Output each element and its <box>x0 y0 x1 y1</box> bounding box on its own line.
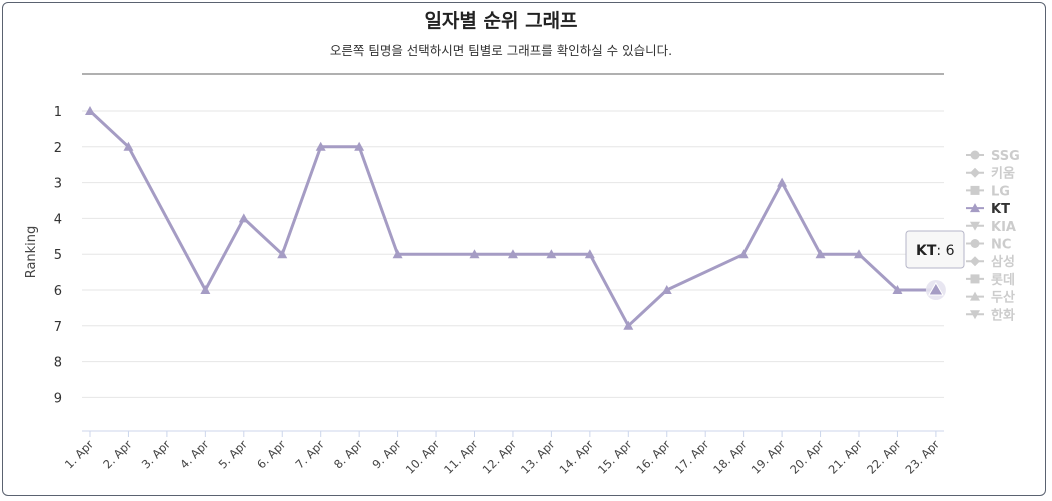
data-point[interactable] <box>777 177 788 187</box>
legend-item[interactable]: 한화 <box>966 307 1015 323</box>
triangle-marker-icon <box>970 203 980 213</box>
data-point[interactable] <box>854 249 864 259</box>
x-tick-label: 3. Apr <box>139 437 174 472</box>
x-tick-label: 15. Apr <box>595 437 635 477</box>
y-tick-label: 3 <box>54 177 62 192</box>
x-tick-label: 11. Apr <box>441 437 481 477</box>
tooltip-series: KT <box>916 243 937 259</box>
tooltip: KT: 6 <box>905 230 965 269</box>
square-marker-icon <box>970 274 980 284</box>
legend-item[interactable]: 롯데 <box>966 273 1015 288</box>
x-tick-label: 18. Apr <box>710 437 750 477</box>
data-point[interactable] <box>584 249 595 259</box>
x-tick-label: 12. Apr <box>480 437 520 477</box>
legend-item[interactable]: 키움 <box>966 166 1015 182</box>
data-point[interactable] <box>928 282 944 296</box>
legend-label: 롯데 <box>991 273 1015 288</box>
x-tick-label: 9. Apr <box>369 437 404 472</box>
series-line <box>88 109 936 328</box>
y-tick-label: 1 <box>54 105 62 120</box>
x-tick-label: 7. Apr <box>293 437 328 472</box>
y-axis-label: Ranking <box>24 226 39 279</box>
x-tick-label: 21. Apr <box>826 437 866 477</box>
legend-label: 한화 <box>991 307 1015 323</box>
legend-label: 키움 <box>991 166 1015 182</box>
y-tick-label: 5 <box>54 248 62 263</box>
data-point[interactable] <box>200 285 211 294</box>
square-marker-icon <box>970 185 980 195</box>
chart-title: 일자별 순위 그래프 <box>424 10 577 32</box>
legend-item[interactable]: NC <box>966 238 1011 253</box>
x-tick-label: 23. Apr <box>903 437 943 477</box>
triangle-marker-icon <box>970 291 980 301</box>
data-point[interactable] <box>354 141 365 151</box>
diamond-marker-icon <box>970 256 980 267</box>
x-tick-label: 8. Apr <box>331 437 366 472</box>
data-point[interactable] <box>85 106 95 115</box>
x-tick-label: 10. Apr <box>403 437 443 477</box>
legend-label: NC <box>991 238 1011 253</box>
data-point[interactable] <box>815 249 826 259</box>
tooltip-box <box>905 230 965 269</box>
x-tick-label: 4. Apr <box>177 437 212 472</box>
legend-label: SSG <box>991 149 1020 164</box>
data-point[interactable] <box>507 249 518 259</box>
y-tick-label: 2 <box>54 141 62 156</box>
chart-subtitle: 오른쪽 팀명을 선택하시면 팀별로 그래프를 확인하실 수 있습니다. <box>330 43 672 58</box>
legend-item[interactable]: SSG <box>966 149 1020 164</box>
y-tick-label: 4 <box>54 212 62 227</box>
x-tick-label: 17. Apr <box>672 437 712 477</box>
x-tick-label: 5. Apr <box>216 437 251 472</box>
data-point[interactable] <box>661 285 672 294</box>
data-point[interactable] <box>392 249 403 259</box>
legend-item[interactable]: LG <box>966 184 1010 199</box>
data-point[interactable] <box>738 249 749 259</box>
legend-item[interactable]: 삼성 <box>966 254 1015 270</box>
diamond-marker-icon <box>970 167 980 178</box>
legend-label: LG <box>991 184 1010 199</box>
data-point[interactable] <box>892 285 903 294</box>
data-point[interactable] <box>123 141 134 151</box>
data-point[interactable] <box>623 320 634 330</box>
legend-label: KIA <box>991 220 1016 235</box>
x-tick-label: 19. Apr <box>749 437 789 477</box>
circle-marker-icon <box>970 150 980 160</box>
data-point[interactable] <box>546 249 557 259</box>
triangle-down-marker-icon <box>970 221 980 231</box>
x-tick-label: 20. Apr <box>787 437 827 477</box>
legend-label: 두산 <box>991 290 1015 306</box>
legend-item[interactable]: 두산 <box>966 290 1015 306</box>
y-tick-label: 8 <box>54 356 62 371</box>
y-tick-label: 9 <box>54 391 62 406</box>
data-point[interactable] <box>277 249 288 259</box>
y-axis-ticks: 1 2 3 4 5 6 7 8 9 <box>54 105 62 406</box>
legend-item[interactable]: KT <box>966 202 1010 217</box>
tooltip-text: KT: 6 <box>916 243 955 259</box>
x-tick-label: 6. Apr <box>254 437 289 472</box>
x-axis-ticks: 1. Apr 2. Apr 3. Apr 4. Apr 5. Apr 6. Apr 7. A… <box>62 431 942 477</box>
y-tick-label: 7 <box>54 320 62 335</box>
x-tick-label: 1. Apr <box>62 437 97 472</box>
legend-label: 삼성 <box>991 254 1015 270</box>
x-tick-label: 14. Apr <box>556 437 596 477</box>
triangle-down-marker-icon <box>970 310 980 320</box>
data-point[interactable] <box>315 141 326 151</box>
x-tick-label: 13. Apr <box>518 437 558 477</box>
series-kt <box>85 106 946 330</box>
x-tick-label: 2. Apr <box>100 437 135 472</box>
tooltip-value: 6 <box>946 243 955 259</box>
legend-item[interactable]: KIA <box>966 220 1016 235</box>
legend-label: KT <box>991 202 1010 217</box>
y-tick-label: 6 <box>54 284 62 299</box>
x-tick-label: 22. Apr <box>864 437 904 477</box>
circle-marker-icon <box>970 239 980 248</box>
x-tick-label: 16. Apr <box>633 437 673 477</box>
data-point[interactable] <box>238 213 249 223</box>
chart-frame <box>2 2 1046 496</box>
data-point[interactable] <box>469 249 480 259</box>
